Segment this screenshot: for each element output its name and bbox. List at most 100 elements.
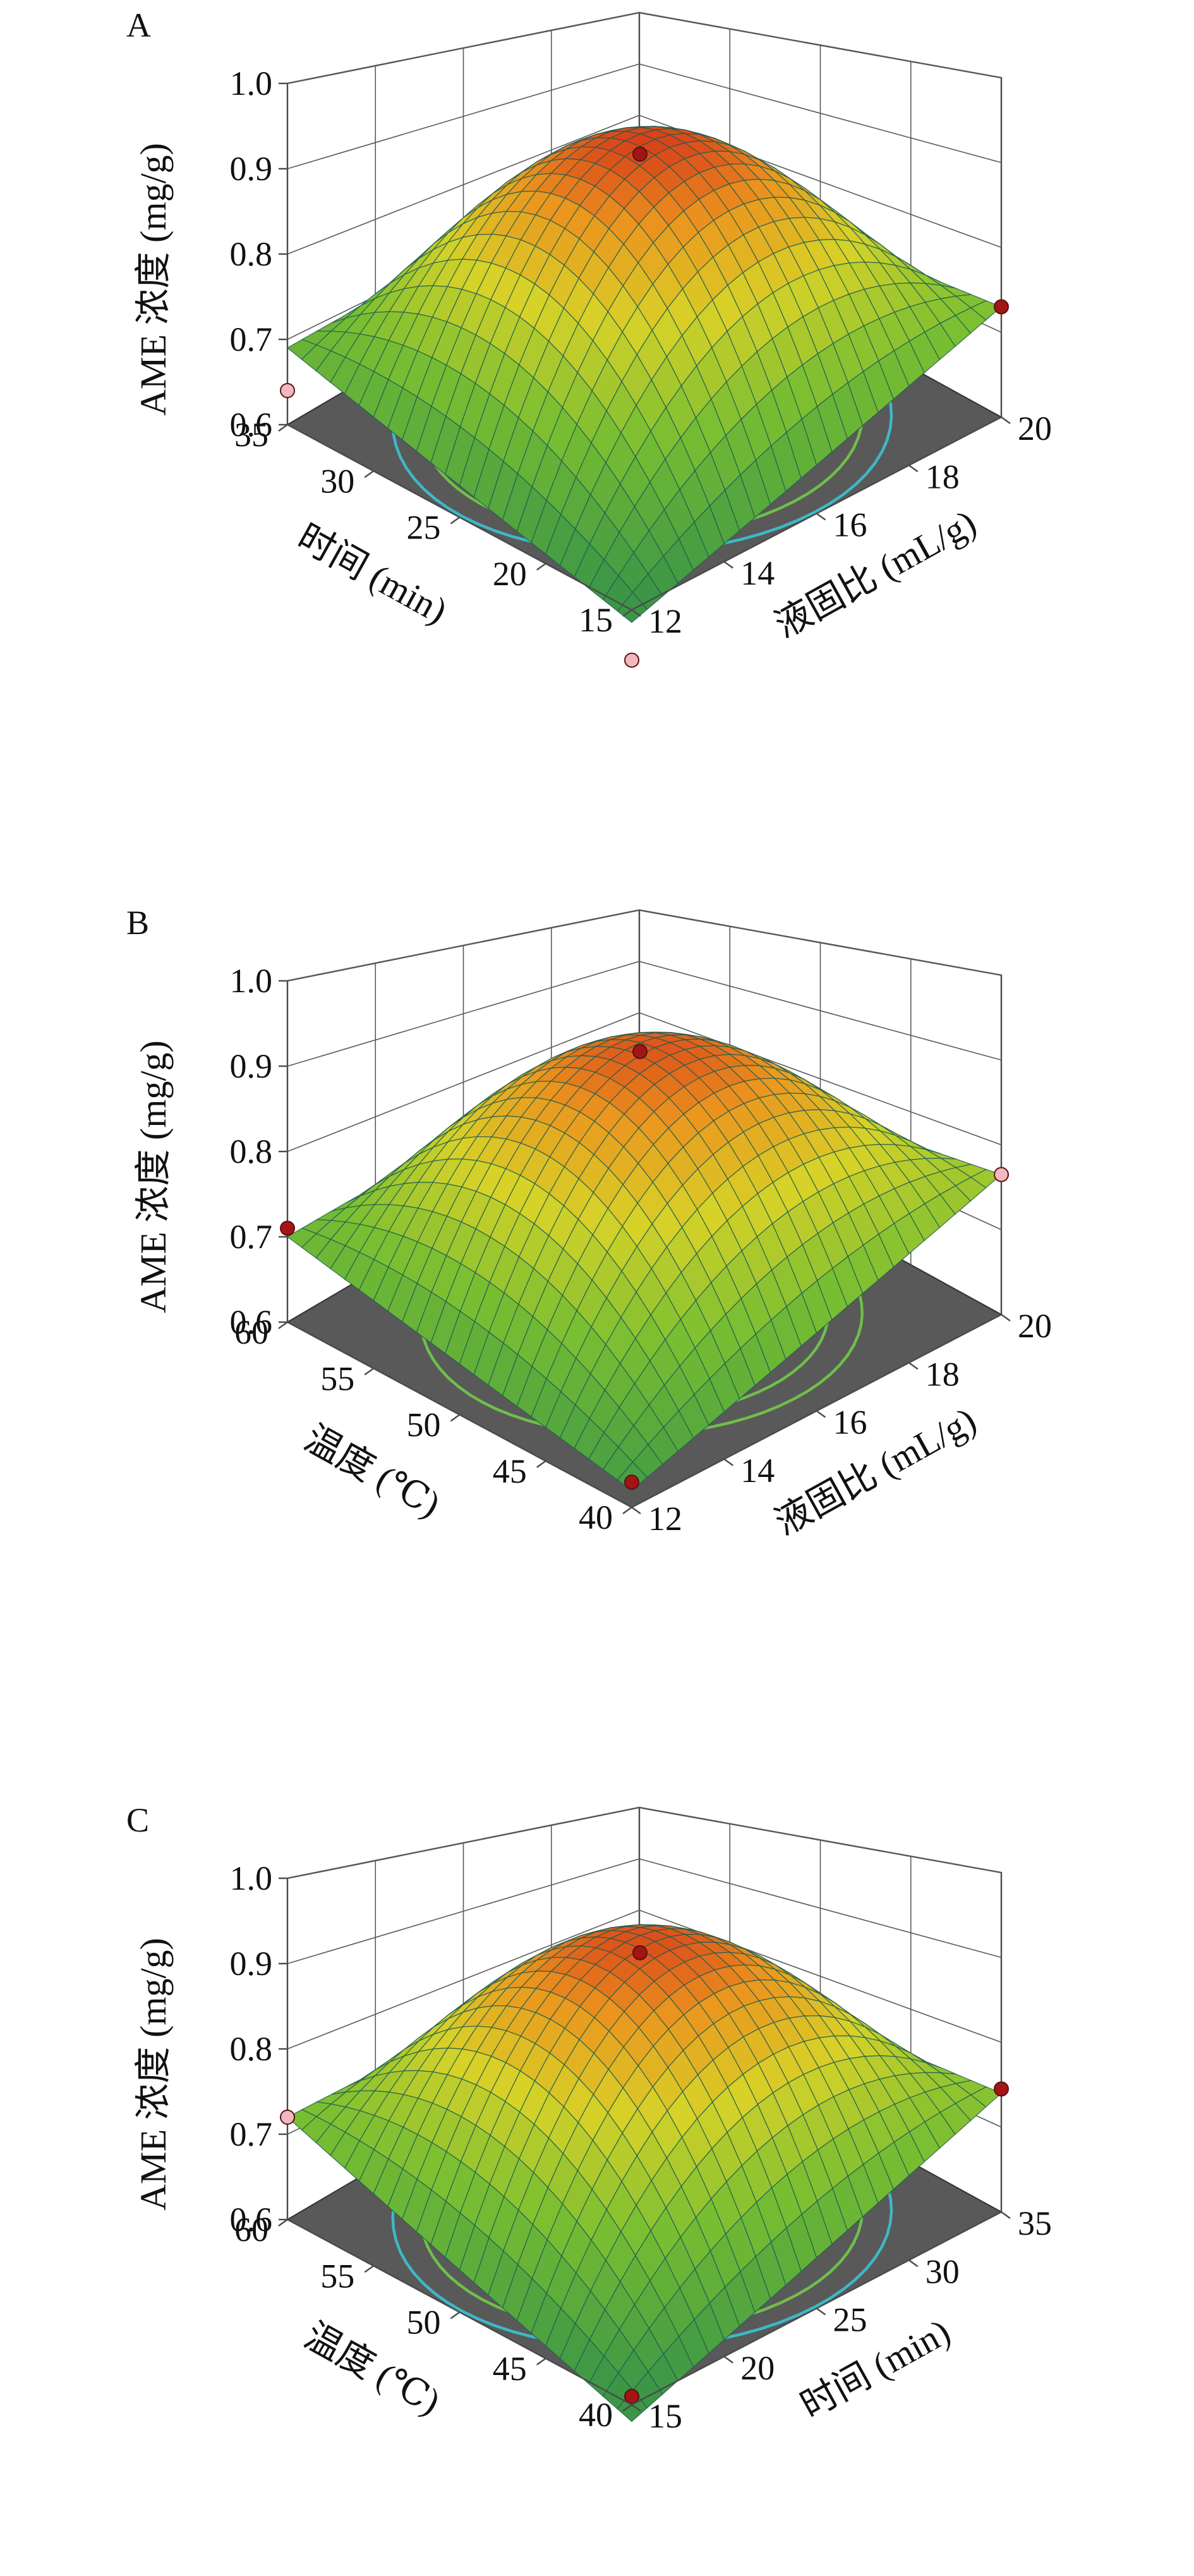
z-tick-label: 0.9 [230, 1945, 273, 1983]
x-tick-label: 14 [740, 1452, 775, 1490]
y-tick-label: 40 [579, 2396, 613, 2434]
y-tick-mark [278, 2219, 288, 2227]
z-tick-label: 0.9 [230, 150, 273, 188]
y-tick-mark [278, 424, 288, 432]
x-axis-title: 时间 (min) [793, 2311, 956, 2427]
x-tick-label: 12 [648, 602, 682, 640]
x-axis-title: 液固比 (mL/g) [768, 502, 983, 646]
z-gridline [287, 114, 1002, 255]
x-tick-mark [908, 1362, 919, 1370]
y-tick-label: 60 [234, 1313, 268, 1351]
y-tick-label: 50 [407, 2304, 441, 2342]
x-tick-label: 16 [833, 1404, 867, 1442]
z-axis: 0.6 0.7 0.8 0.9 1.0 AME 浓度 (mg/g) [133, 1859, 287, 2239]
design-points [280, 146, 1009, 668]
z-tick-label: 0.7 [230, 1218, 273, 1256]
y-tick-mark [536, 1460, 546, 1468]
z-tick-label: 0.7 [230, 320, 273, 358]
y-tick-label: 55 [320, 1359, 354, 1397]
x-tick-mark [908, 465, 919, 473]
z-gridline [287, 12, 1002, 84]
z-gridline [287, 1909, 1002, 2050]
design-point [624, 2388, 639, 2404]
z-gridline [287, 63, 1002, 169]
z-tick-label: 0.9 [230, 1047, 273, 1085]
x-tick-label: 16 [833, 506, 867, 544]
panel-label: A [126, 6, 151, 44]
x-tick-label: 25 [833, 2301, 867, 2339]
z-gridline [287, 1807, 1002, 1879]
z-tick-label: 0.8 [230, 235, 273, 273]
design-point [280, 2110, 295, 2125]
y-tick-label: 15 [579, 601, 613, 639]
design-point [280, 383, 295, 398]
y-tick-label: 35 [234, 416, 268, 454]
y-tick-label: 60 [234, 2211, 268, 2249]
y-tick-label: 40 [579, 1498, 613, 1536]
y-tick-mark [622, 609, 632, 617]
y-tick-mark [536, 2357, 546, 2366]
x-tick-mark [723, 1458, 733, 1466]
response-surface [286, 126, 1003, 623]
z-tick-label: 0.6 [230, 2201, 273, 2239]
x-tick-label: 15 [648, 2397, 682, 2435]
y-tick-mark [622, 1507, 632, 1514]
z-gridline [287, 1858, 1002, 1964]
x-tick-label: 20 [1018, 410, 1052, 447]
design-point [632, 146, 648, 162]
x-tick-mark [631, 2404, 641, 2412]
x-tick-mark [816, 513, 826, 521]
z-tick-label: 1.0 [230, 64, 273, 102]
y-tick-mark [364, 1368, 374, 1376]
x-tick-mark [816, 1410, 826, 1418]
y-tick-label: 50 [407, 1406, 441, 1444]
z-tick-label: 0.6 [230, 406, 273, 444]
response-surface [286, 1924, 1003, 2422]
x-tick-mark [631, 609, 641, 617]
y-tick-label: 25 [407, 509, 441, 547]
z-gridline [287, 961, 1002, 1067]
y-tick-label: 20 [493, 555, 527, 593]
z-tick-label: 0.6 [230, 1303, 273, 1341]
response-surface [286, 1031, 1003, 1492]
x-tick-label: 14 [740, 554, 775, 592]
x-tick-mark [816, 2307, 826, 2316]
design-points [280, 1043, 1009, 1490]
z-axis-title: AME 浓度 (mg/g) [133, 1938, 174, 2211]
y-tick-mark [278, 1321, 288, 1329]
x-tick-label: 12 [648, 1500, 682, 1538]
design-point [624, 652, 639, 668]
x-tick-mark [631, 1507, 641, 1514]
x-tick-mark [1001, 2211, 1011, 2219]
y-tick-label: 45 [493, 2350, 527, 2388]
x-tick-mark [723, 2355, 733, 2364]
z-tick-label: 0.7 [230, 2115, 273, 2153]
x-tick-mark [723, 561, 733, 569]
z-gridline [287, 909, 1002, 981]
design-points [280, 1945, 1009, 2404]
z-tick-label: 0.8 [230, 2030, 273, 2068]
y-tick-mark [450, 1414, 461, 1422]
z-axis: 0.6 0.7 0.8 0.9 1.0 AME 浓度 (mg/g) [133, 64, 287, 444]
design-point [624, 1474, 639, 1490]
y-tick-mark [536, 562, 546, 571]
panel-label: C [126, 1801, 149, 1839]
z-axis-title: AME 浓度 (mg/g) [133, 1040, 174, 1313]
design-point [280, 1220, 295, 1236]
z-axis: 0.6 0.7 0.8 0.9 1.0 AME 浓度 (mg/g) [133, 962, 287, 1341]
x-tick-label: 30 [926, 2252, 960, 2290]
x-tick-label: 18 [926, 458, 960, 495]
design-point [632, 1043, 648, 1059]
x-tick-mark [908, 2259, 919, 2268]
design-point [994, 299, 1009, 315]
y-tick-mark [364, 2265, 374, 2273]
y-tick-mark [450, 516, 461, 525]
x-tick-label: 20 [740, 2349, 775, 2387]
z-tick-label: 1.0 [230, 1859, 273, 1897]
y-tick-label: 55 [320, 2257, 354, 2295]
y-tick-mark [364, 470, 374, 478]
